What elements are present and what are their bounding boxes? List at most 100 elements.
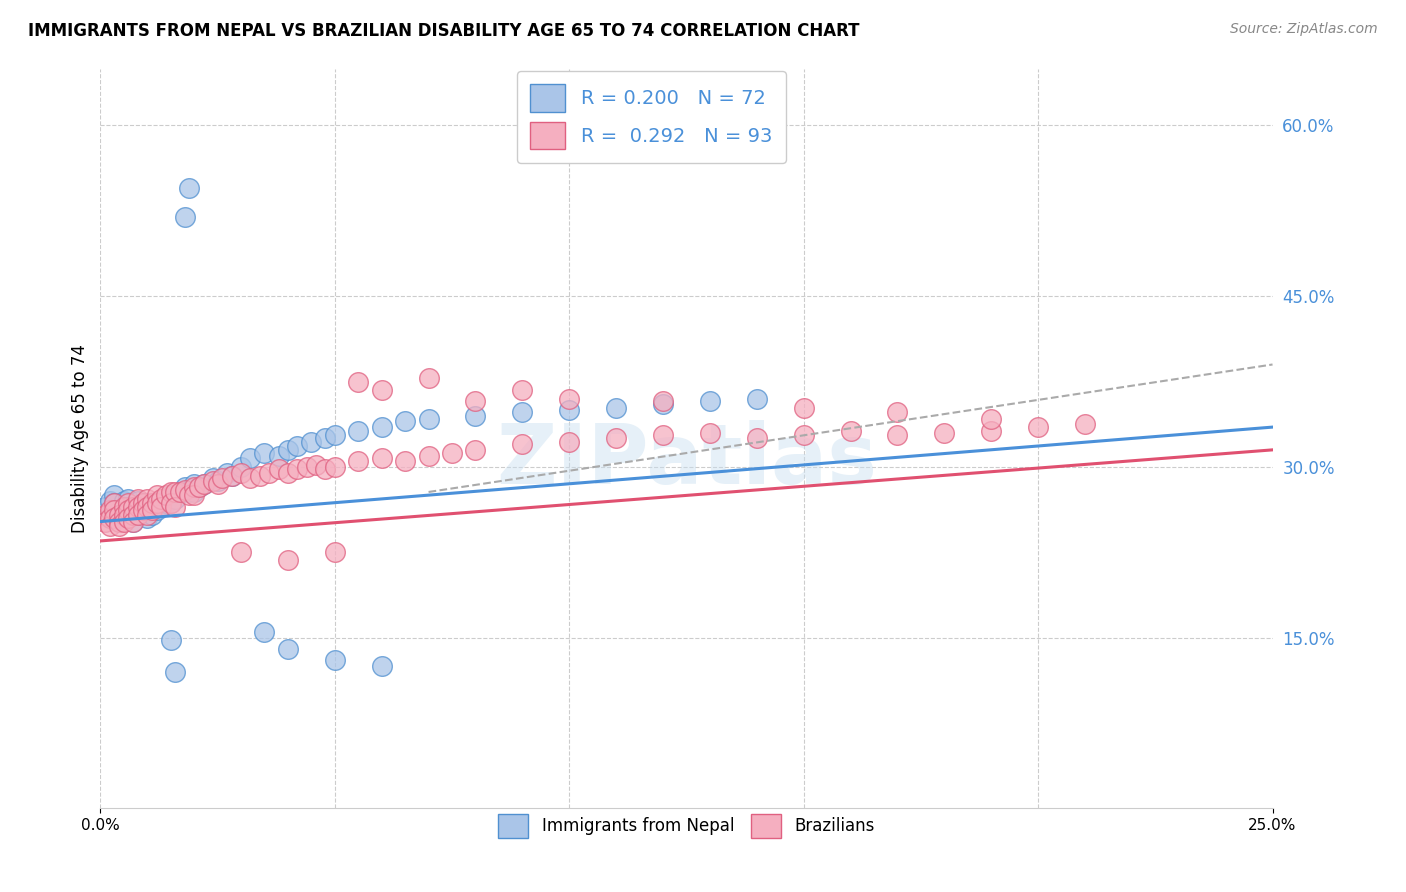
Point (141, 503, 163, 517)
Point (347, 454, 370, 468)
Point (127, 506, 149, 520)
Point (183, 480, 205, 494)
Point (886, 405, 908, 419)
Point (229, 466, 252, 480)
Point (108, 515, 131, 529)
Point (512, 437, 534, 451)
Point (150, 494, 173, 508)
Point (145, 503, 167, 517)
Point (253, 625, 276, 640)
Point (122, 500, 145, 514)
Point (103, 511, 125, 525)
Point (285, 440, 308, 454)
Point (512, 383, 534, 397)
Point (103, 506, 125, 520)
Point (793, 428, 815, 442)
Point (150, 491, 173, 506)
Point (159, 496, 181, 510)
Point (136, 508, 159, 522)
Point (370, 420, 392, 434)
Point (253, 446, 276, 460)
Point (793, 401, 815, 415)
Point (179, 485, 201, 500)
Point (179, 488, 201, 502)
Point (117, 496, 139, 510)
Point (207, 474, 229, 488)
Point (183, 477, 205, 491)
Point (440, 446, 463, 460)
Point (94, 500, 117, 514)
Point (652, 428, 675, 442)
Point (239, 471, 262, 485)
Point (229, 545, 252, 559)
Point (117, 511, 139, 525)
Point (150, 500, 173, 514)
Point (418, 449, 440, 463)
Point (221, 469, 243, 483)
Point (159, 485, 181, 500)
Point (193, 477, 215, 491)
Point (122, 502, 145, 516)
Point (295, 459, 318, 474)
Point (122, 508, 145, 522)
Point (131, 496, 153, 510)
Point (108, 508, 131, 522)
Point (145, 496, 167, 510)
Point (605, 432, 627, 446)
Point (314, 432, 336, 446)
Point (370, 450, 392, 465)
Point (122, 515, 145, 529)
Legend: Immigrants from Nepal, Brazilians: Immigrants from Nepal, Brazilians (492, 807, 882, 845)
Point (934, 425, 956, 440)
Point (652, 393, 675, 408)
Point (136, 496, 159, 510)
Point (108, 503, 131, 517)
Point (117, 500, 139, 514)
Point (183, 485, 205, 500)
Point (418, 371, 440, 385)
Point (699, 393, 721, 408)
Point (605, 401, 627, 415)
Point (127, 491, 149, 506)
Point (94, 508, 117, 522)
Point (187, 480, 209, 494)
Point (145, 488, 167, 502)
Point (165, 485, 187, 500)
Point (94, 515, 117, 529)
Point (122, 508, 145, 522)
Point (249, 469, 271, 483)
Point (512, 405, 534, 419)
Point (839, 424, 862, 438)
Point (305, 458, 328, 472)
Point (169, 485, 191, 500)
Point (103, 503, 125, 517)
Point (145, 496, 167, 510)
Point (370, 659, 392, 673)
Point (173, 480, 195, 494)
Point (347, 424, 370, 438)
Point (112, 515, 135, 529)
Point (131, 496, 153, 510)
Point (136, 500, 159, 514)
Point (159, 488, 181, 502)
Text: IMMIGRANTS FROM NEPAL VS BRAZILIAN DISABILITY AGE 65 TO 74 CORRELATION CHART: IMMIGRANTS FROM NEPAL VS BRAZILIAN DISAB… (28, 22, 859, 40)
Point (886, 428, 908, 442)
Point (277, 553, 299, 567)
Point (558, 403, 581, 417)
Point (215, 466, 238, 480)
Point (299, 434, 322, 449)
Point (229, 459, 252, 474)
Point (745, 392, 768, 406)
Point (141, 500, 163, 514)
Point (98, 508, 121, 522)
Text: ZIPatlas: ZIPatlas (496, 420, 877, 501)
Point (323, 545, 346, 559)
Point (285, 462, 308, 476)
Point (108, 511, 131, 525)
Point (221, 469, 243, 483)
Point (103, 496, 125, 510)
Point (136, 511, 159, 525)
Point (141, 508, 163, 522)
Point (103, 496, 125, 510)
Point (112, 508, 135, 522)
